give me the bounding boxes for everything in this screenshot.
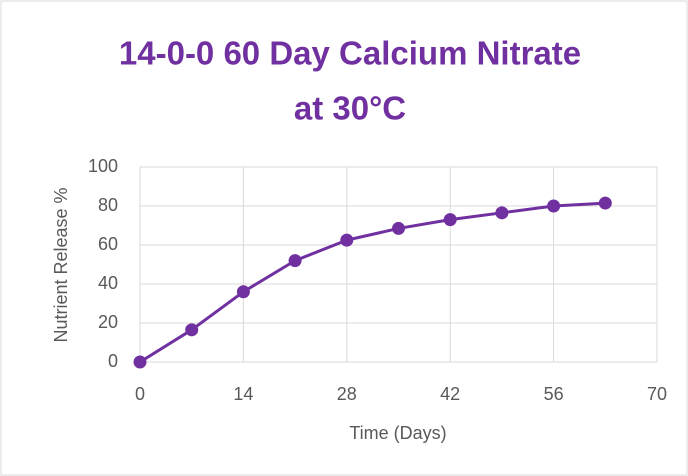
x-tick-label: 42 xyxy=(440,384,460,404)
y-tick-label: 80 xyxy=(98,195,118,215)
y-tick-label: 100 xyxy=(88,156,118,176)
point xyxy=(288,254,302,268)
point xyxy=(340,233,354,247)
point xyxy=(133,355,147,369)
point xyxy=(547,199,561,213)
line xyxy=(139,201,606,364)
y-tick-label: 20 xyxy=(98,312,118,332)
point xyxy=(495,206,509,220)
y-tick-label: 60 xyxy=(98,234,118,254)
x-tick-label: 56 xyxy=(544,384,564,404)
chart-title: at 30°C xyxy=(294,90,406,127)
y-axis-label: Nutrient Release % xyxy=(51,187,71,342)
point xyxy=(236,285,250,299)
point xyxy=(392,221,405,235)
y-tick-label: 0 xyxy=(108,351,118,371)
point xyxy=(598,196,612,210)
point xyxy=(443,213,457,227)
x-tick-label: 70 xyxy=(647,384,667,404)
x-tick-label: 14 xyxy=(233,384,253,404)
point xyxy=(185,323,199,337)
y-tick-label: 40 xyxy=(98,273,118,293)
x-axis-label: Time (Days) xyxy=(349,423,446,443)
chart-title: 14-0-0 60 Day Calcium Nitrate xyxy=(119,35,581,72)
x-tick-label: 28 xyxy=(337,384,357,404)
x-tick-label: 0 xyxy=(135,384,145,404)
